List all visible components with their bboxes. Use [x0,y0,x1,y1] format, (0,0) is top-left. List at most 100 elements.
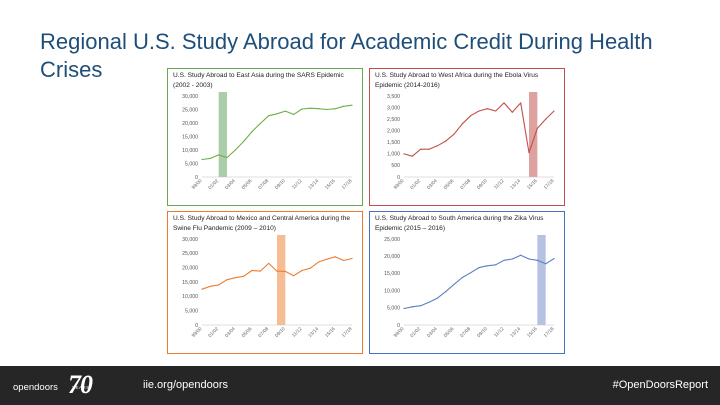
data-point [259,122,261,125]
data-point [545,263,547,265]
y-tick-label: 5,000 [387,306,400,312]
x-tick-label: 07/08 [257,326,270,339]
x-tick-label: 07/08 [257,178,270,191]
highlight-band [537,235,546,325]
data-point [209,157,211,159]
x-tick-label: 15/16 [526,326,539,339]
x-tick-label: 13/14 [509,326,522,339]
data-point [528,152,530,154]
x-tick-label: 01/02 [409,326,422,339]
data-point [243,140,245,142]
data-point [218,284,220,286]
data-point [445,291,447,293]
data-point [545,118,547,120]
data-point [201,158,203,161]
data-point [553,258,555,260]
slide-title: Regional U.S. Study Abroad for Academic … [40,29,653,82]
x-tick-label: 15/16 [324,326,337,339]
data-point [251,269,253,272]
data-point [243,275,245,277]
y-tick-label: 0 [397,175,400,181]
x-tick-label: 05/06 [241,326,254,339]
x-tick-label: 03/04 [426,326,439,339]
x-tick-label: 01/02 [207,326,220,339]
x-tick-label: 05/06 [443,178,456,191]
series-line [403,254,555,310]
data-point [309,107,311,109]
data-point [326,108,328,111]
x-tick-label: 11/12 [291,178,304,191]
x-tick-label: 13/14 [509,178,522,191]
x-tick-label: 17/18 [543,178,556,191]
y-tick-label: 0 [195,175,198,181]
data-point [276,113,278,115]
x-tick-label: 03/04 [426,178,439,191]
y-tick-label: 1,000 [387,152,400,158]
chart-title: U.S. Study Abroad to West Africa during … [375,72,539,89]
highlight-band [218,92,227,177]
data-point [503,102,505,104]
data-point [326,258,328,260]
seventy-years-logo: 70 [68,370,93,399]
x-tick-label: 17/18 [543,326,556,339]
data-point [251,131,253,133]
data-point [301,269,303,272]
data-point [343,105,345,107]
data-point [528,258,530,260]
data-point [536,259,538,261]
data-point [445,140,447,142]
y-tick-label: 2,500 [387,117,400,123]
data-point [420,305,422,307]
data-point [209,285,211,287]
data-point [234,149,236,151]
data-point [309,267,311,269]
x-tick-label: 13/14 [307,178,320,191]
y-tick-label: 25,000 [182,107,198,113]
y-tick-label: 20,000 [384,254,400,260]
data-point [428,301,430,303]
y-tick-label: 10,000 [384,288,400,294]
y-tick-label: 25,000 [182,251,198,257]
y-tick-label: 5,000 [185,308,198,314]
y-tick-label: 10,000 [182,294,198,300]
data-point [478,266,480,269]
footer-bar: opendoors 70 YEARS iie.org/opendoors #Op… [0,366,720,405]
data-point [461,123,463,125]
data-point [293,275,295,277]
data-point [511,111,513,113]
data-point [276,270,278,272]
y-tick-label: 500 [391,163,400,169]
data-point [318,261,320,263]
data-point [511,258,513,260]
data-point [268,115,270,117]
y-tick-label: 20,000 [182,121,198,127]
opendoors-logo-text: opendoors [13,382,58,393]
data-point [226,156,228,159]
data-point [293,113,295,115]
footer-url-link[interactable]: iie.org/opendoors [143,379,229,391]
data-point [436,145,438,147]
x-tick-label: 07/08 [459,178,472,191]
x-tick-label: 01/02 [207,178,220,191]
y-tick-label: 15,000 [182,134,198,140]
y-tick-label: 30,000 [182,94,198,100]
x-tick-label: 11/12 [291,326,304,339]
data-point [411,155,413,157]
data-point [486,265,488,267]
data-point [411,306,413,308]
chart-title: U.S. Study Abroad to Mexico and Central … [173,215,351,232]
data-point [318,108,320,110]
data-point [268,262,270,264]
highlight-band [277,235,286,325]
chart-panel-south-america-zika: U.S. Study Abroad to South America durin… [369,211,565,354]
chart-svg: 05,00010,00015,00020,00025,00030,00099/0… [182,235,354,339]
data-point [343,259,345,262]
x-tick-label: 13/14 [307,326,320,339]
data-point [334,256,336,258]
y-tick-label: 30,000 [182,237,198,243]
data-point [436,297,438,299]
data-point [351,257,353,260]
y-tick-label: 0 [397,323,400,329]
